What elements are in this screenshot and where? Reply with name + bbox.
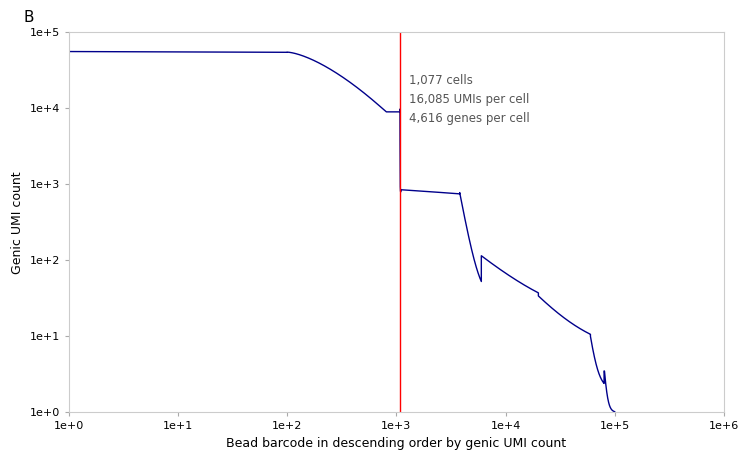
Y-axis label: Genic UMI count: Genic UMI count	[11, 171, 24, 274]
X-axis label: Bead barcode in descending order by genic UMI count: Bead barcode in descending order by geni…	[226, 437, 566, 450]
Text: 1,077 cells
16,085 UMIs per cell
4,616 genes per cell: 1,077 cells 16,085 UMIs per cell 4,616 g…	[409, 74, 530, 125]
Text: B: B	[23, 10, 34, 24]
